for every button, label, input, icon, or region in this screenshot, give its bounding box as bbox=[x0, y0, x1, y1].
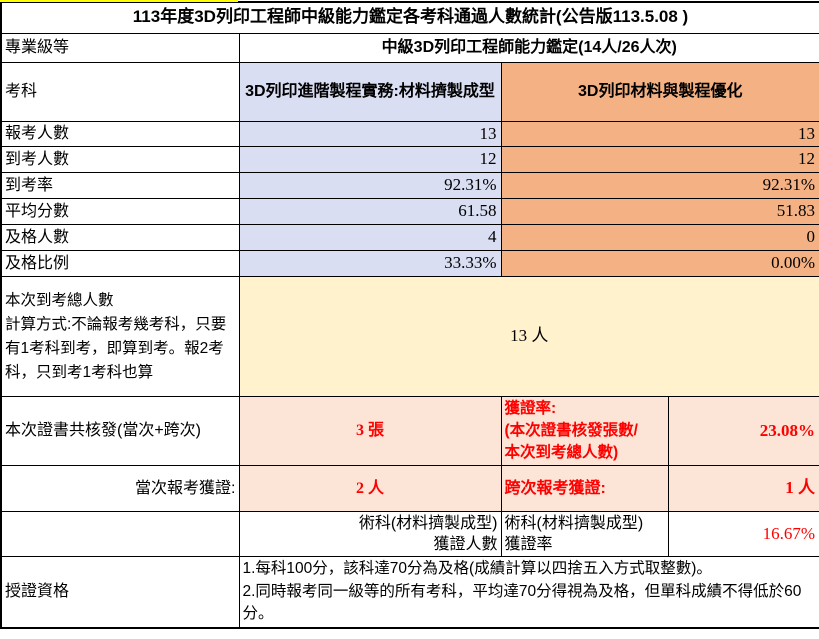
current-session-label: 當次報考獲證: bbox=[0, 465, 240, 513]
metric-label: 平均分數 bbox=[0, 198, 240, 226]
metric-value-subject1: 4 bbox=[238, 224, 502, 252]
metric-value-subject2: 92.31% bbox=[500, 172, 819, 200]
metric-value-subject1: 33.33% bbox=[238, 250, 502, 278]
metric-label: 到考人數 bbox=[0, 146, 240, 174]
cross-session-value: 1 人 bbox=[667, 465, 819, 513]
certificates-rate-value: 23.08% bbox=[667, 396, 819, 467]
metric-row-attendance-rate: 到考率 92.31% 92.31% bbox=[0, 172, 819, 200]
metric-value-subject1: 92.31% bbox=[238, 172, 502, 200]
certificates-rate-label: 獲證率: (本次證書核發張數/ 本次到考總人數) bbox=[500, 396, 669, 467]
metric-value-subject2: 0 bbox=[500, 224, 819, 252]
certificates-count: 3 張 bbox=[238, 396, 502, 467]
subject-1-header: 3D列印進階製程實務:材料擠製成型 bbox=[238, 61, 502, 122]
metric-row-average-score: 平均分數 61.58 51.83 bbox=[0, 198, 819, 226]
attendance-total-label: 本次到考總人數 計算方式:不論報考幾考科，只要有1考科到考，即算到考。報2考科，… bbox=[0, 276, 240, 398]
spec-level-value: 中級3D列印工程師能力鑑定(14人/26人次) bbox=[238, 32, 819, 63]
title-row: 113年度3D列印工程師中級能力鑑定各考科通過人數統計(公告版113.5.08 … bbox=[0, 1, 819, 34]
metric-label: 報考人數 bbox=[0, 120, 240, 148]
sheet-title: 113年度3D列印工程師中級能力鑑定各考科通過人數統計(公告版113.5.08 … bbox=[0, 1, 819, 34]
metric-row-attendees: 到考人數 12 12 bbox=[0, 146, 819, 174]
metric-value-subject1: 61.58 bbox=[238, 198, 502, 226]
metric-value-subject2: 13 bbox=[500, 120, 819, 148]
eligibility-row: 授證資格 1.每科100分，該科達70分為及格(成績計算以四捨五入方式取整數)。… bbox=[0, 556, 819, 629]
subject-header-row: 考科 3D列印進階製程實務:材料擠製成型 3D列印材料與製程優化 bbox=[0, 61, 819, 122]
practical-row: 術科(材料擠製成型) 獲證人數 術科(材料擠製成型) 獲證率 16.67% bbox=[0, 511, 819, 558]
practical-rate-label: 術科(材料擠製成型) 獲證率 bbox=[500, 511, 669, 558]
subject-2-header: 3D列印材料與製程優化 bbox=[500, 61, 819, 122]
yellow-highlight-strip bbox=[0, 0, 238, 2]
subject-header-label: 考科 bbox=[0, 61, 240, 122]
practical-count-label: 術科(材料擠製成型) 獲證人數 bbox=[238, 511, 502, 558]
certificates-label: 本次證書共核發(當次+跨次) bbox=[0, 396, 240, 467]
spec-level-row: 專業級等 中級3D列印工程師能力鑑定(14人/26人次) bbox=[0, 32, 819, 63]
metric-row-passed-count: 及格人數 4 0 bbox=[0, 224, 819, 252]
metric-value-subject2: 0.00% bbox=[500, 250, 819, 278]
attendance-total-row: 本次到考總人數 計算方式:不論報考幾考科，只要有1考科到考，即算到考。報2考科，… bbox=[0, 276, 819, 398]
cross-session-label: 跨次報考獲證: bbox=[500, 465, 669, 513]
metric-value-subject2: 12 bbox=[500, 146, 819, 174]
metric-label: 及格人數 bbox=[0, 224, 240, 252]
metric-row-pass-rate: 及格比例 33.33% 0.00% bbox=[0, 250, 819, 278]
metric-value-subject1: 13 bbox=[238, 120, 502, 148]
certificates-row: 本次證書共核發(當次+跨次) 3 張 獲證率: (本次證書核發張數/ 本次到考總… bbox=[0, 396, 819, 467]
current-session-value: 2 人 bbox=[238, 465, 502, 513]
attendance-total-value: 13 人 bbox=[238, 276, 819, 398]
practical-rate-value: 16.67% bbox=[667, 511, 819, 558]
empty-cell bbox=[0, 511, 240, 558]
metric-row-applicants: 報考人數 13 13 bbox=[0, 120, 819, 148]
eligibility-label: 授證資格 bbox=[0, 556, 240, 629]
metric-label: 及格比例 bbox=[0, 250, 240, 278]
metric-value-subject1: 12 bbox=[238, 146, 502, 174]
metric-value-subject2: 51.83 bbox=[500, 198, 819, 226]
spec-level-label: 專業級等 bbox=[0, 32, 240, 63]
eligibility-text: 1.每科100分，該科達70分為及格(成績計算以四捨五入方式取整數)。 2.同時… bbox=[238, 556, 819, 629]
current-cross-row: 當次報考獲證: 2 人 跨次報考獲證: 1 人 bbox=[0, 465, 819, 513]
metric-label: 到考率 bbox=[0, 172, 240, 200]
